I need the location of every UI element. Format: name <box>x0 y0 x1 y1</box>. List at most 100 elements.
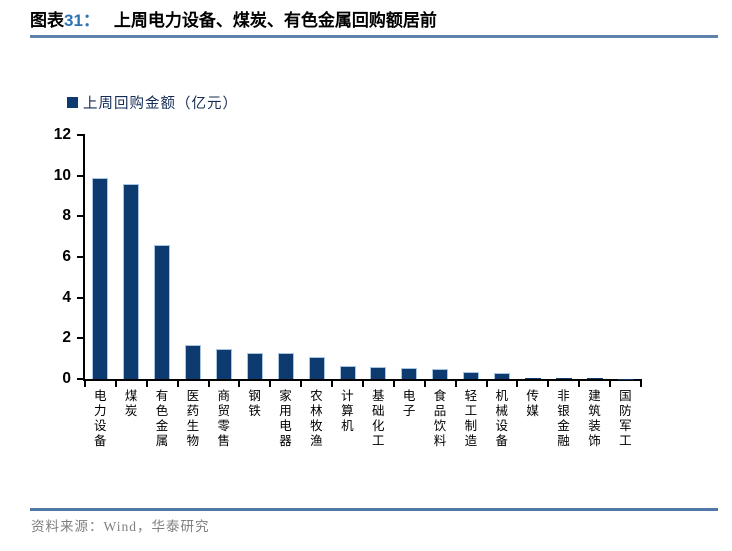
x-axis-label-text: 国防军工 <box>616 389 631 449</box>
y-tick-mark <box>77 174 85 177</box>
x-tick-mark <box>331 379 334 387</box>
x-axis-label-text: 电子 <box>400 389 415 419</box>
x-tick-mark <box>578 379 581 387</box>
y-tick-label: 0 <box>62 370 71 387</box>
x-axis-label-text: 建筑装饰 <box>585 389 600 449</box>
bar-series <box>85 135 641 379</box>
bar-slot <box>517 377 548 379</box>
figure-number: 31： <box>64 11 100 30</box>
x-axis-label-text: 计算机 <box>338 389 353 434</box>
bar-slot <box>394 367 425 379</box>
x-axis-label: 国防军工 <box>608 389 639 449</box>
x-tick-mark <box>640 379 642 387</box>
bar <box>246 352 263 379</box>
x-tick-mark <box>516 379 519 387</box>
x-axis-label-text: 轻工制造 <box>462 389 477 449</box>
x-tick-mark <box>609 379 612 387</box>
legend-swatch-icon <box>67 97 78 108</box>
figure-title: 上周电力设备、煤炭、有色金属回购额居前 <box>113 11 437 30</box>
x-axis-label-text: 煤炭 <box>122 389 137 419</box>
bar <box>185 345 202 379</box>
figure-header: 图表31： 上周电力设备、煤炭、有色金属回购额居前 <box>30 6 720 31</box>
chart-plot-area: 0 2 4 6 8 10 12 <box>54 126 642 387</box>
x-tick-mark <box>547 379 550 387</box>
x-axis-labels: 电力设备 煤炭 有色金属 医药生物 商贸零售 钢铁 家用电器 农林牧渔 计算机 基础化工 电子 食品饮… <box>83 389 639 449</box>
y-tick-label: 4 <box>62 288 71 306</box>
x-axis-label: 食品饮料 <box>423 389 454 449</box>
bar-slot <box>147 244 178 379</box>
y-tick-label: 2 <box>62 329 71 347</box>
bar <box>524 377 541 379</box>
bar-slot <box>332 366 363 379</box>
x-tick-mark <box>392 379 395 387</box>
x-tick-mark <box>238 379 241 387</box>
bar-slot <box>239 352 270 379</box>
y-tick-label: 12 <box>53 126 71 143</box>
x-axis-label-text: 商贸零售 <box>215 389 230 449</box>
x-axis-label: 商贸零售 <box>207 389 238 449</box>
source-note: 资料来源：Wind，华泰研究 <box>31 519 210 534</box>
x-tick-mark <box>84 379 86 387</box>
y-tick-label: 6 <box>62 248 71 265</box>
legend-label: 上周回购金额（亿元） <box>83 96 238 112</box>
x-axis-label: 有色金属 <box>145 389 176 449</box>
x-axis-label-text: 非银金融 <box>555 389 570 449</box>
y-tick-mark <box>77 215 85 218</box>
x-axis-label: 轻工制造 <box>454 389 485 449</box>
y-tick-mark <box>77 378 85 380</box>
x-axis-label-text: 电力设备 <box>91 389 106 449</box>
bar <box>92 177 109 379</box>
x-axis-label: 钢铁 <box>237 389 268 449</box>
bar <box>216 348 232 379</box>
x-tick-mark <box>423 379 426 387</box>
x-axis-label-text: 钢铁 <box>246 389 261 419</box>
header-rule <box>30 35 718 38</box>
x-tick-mark <box>114 379 117 387</box>
x-axis-label: 医药生物 <box>176 389 207 449</box>
bar <box>339 366 356 379</box>
x-axis-label-text: 家用电器 <box>277 389 292 449</box>
x-axis-label-text: 基础化工 <box>369 389 384 449</box>
bar-slot <box>116 183 147 379</box>
bar-slot <box>425 368 456 379</box>
x-tick-mark <box>269 379 272 387</box>
x-axis-label: 机械设备 <box>485 389 516 449</box>
x-axis-label-text: 食品饮料 <box>431 389 446 449</box>
x-axis-label: 家用电器 <box>268 389 299 449</box>
x-tick-mark <box>362 379 364 387</box>
bar-slot <box>209 348 240 379</box>
x-axis-label-text: 有色金属 <box>153 389 168 449</box>
y-tick-label: 10 <box>53 166 71 184</box>
bar-slot <box>579 377 610 379</box>
y-tick-mark <box>77 256 85 258</box>
y-tick-mark <box>77 134 85 136</box>
bar <box>555 377 572 379</box>
x-axis-label: 非银金融 <box>546 389 577 449</box>
x-axis-label: 传媒 <box>515 389 546 449</box>
x-tick-mark <box>145 379 148 387</box>
x-axis-label: 基础化工 <box>361 389 392 449</box>
bar <box>370 366 387 379</box>
bar <box>154 244 171 379</box>
x-tick-mark <box>300 379 303 387</box>
bar <box>432 368 449 379</box>
bar <box>401 367 418 379</box>
bar-slot <box>548 377 579 379</box>
bar <box>123 183 140 379</box>
x-axis-label-text: 机械设备 <box>493 389 508 449</box>
x-tick-mark <box>176 379 179 387</box>
x-axis-label-text: 医药生物 <box>184 389 199 449</box>
x-axis-label: 电子 <box>392 389 423 449</box>
chart-legend: 上周回购金额（亿元） <box>67 92 238 113</box>
bar <box>463 371 480 379</box>
x-axis-label: 农林牧渔 <box>299 389 330 449</box>
x-axis-label: 计算机 <box>330 389 361 449</box>
x-tick-mark <box>454 379 457 387</box>
y-tick-label: 8 <box>62 207 71 225</box>
y-tick-mark <box>77 337 85 340</box>
bar <box>308 356 325 379</box>
x-axis-label: 煤炭 <box>114 389 145 449</box>
x-axis-label-text: 农林牧渔 <box>307 389 322 449</box>
x-axis-label-text: 传媒 <box>524 389 539 419</box>
